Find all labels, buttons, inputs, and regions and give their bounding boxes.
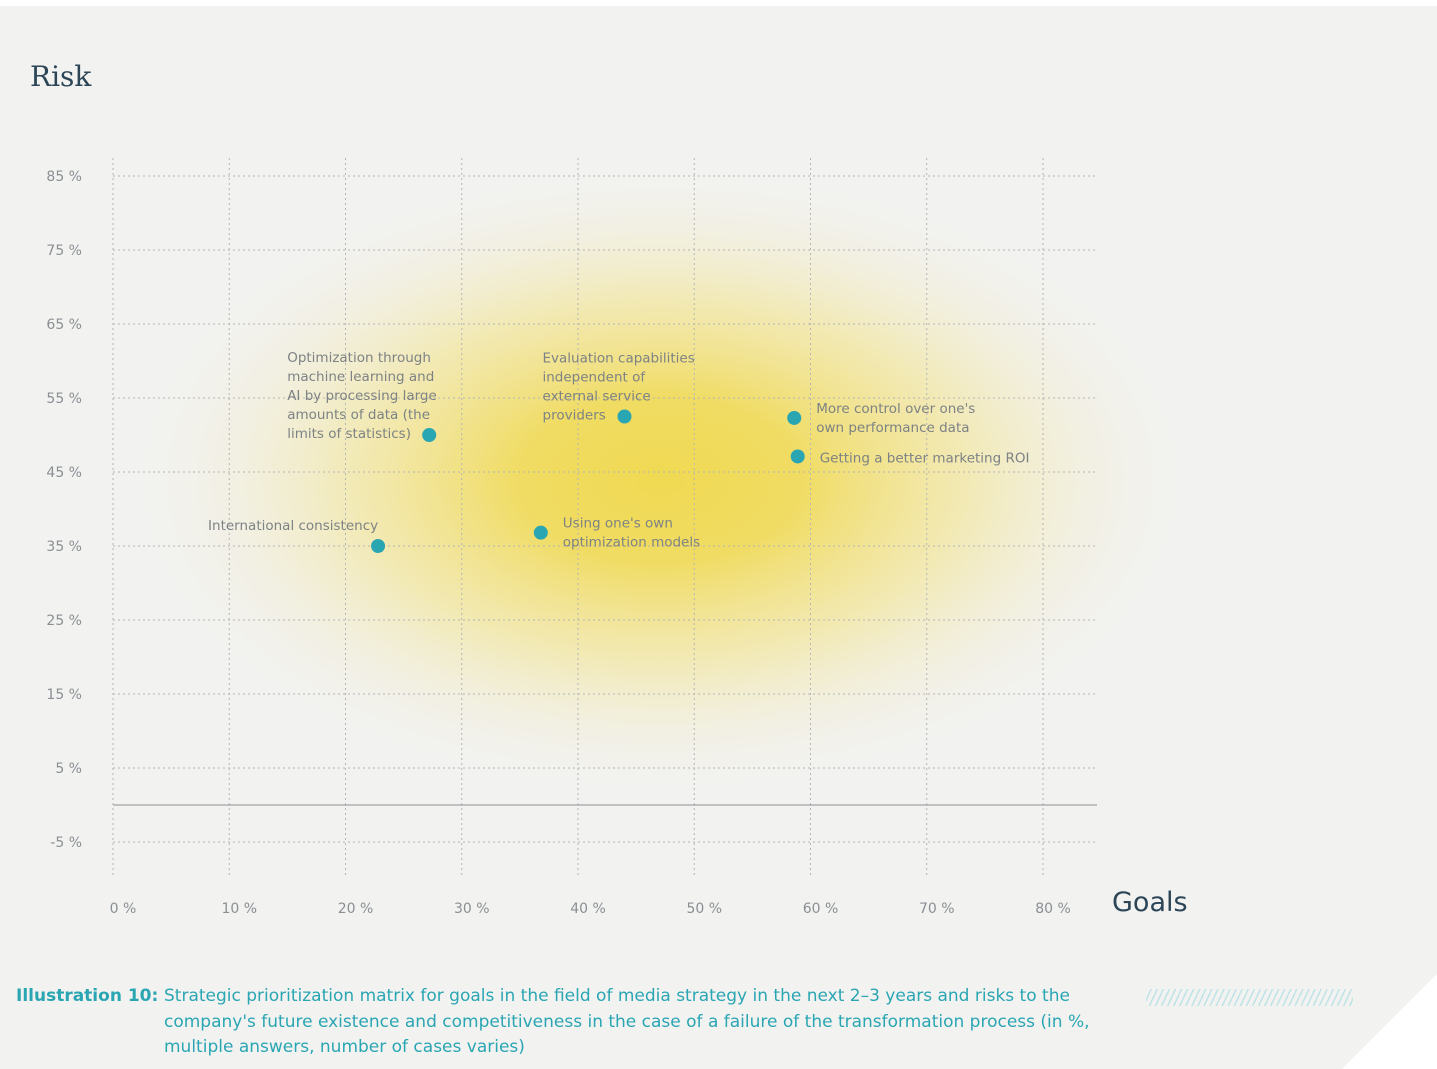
x-tick-label: 0 % — [110, 901, 137, 917]
y-axis-title: Risk — [30, 60, 92, 93]
y-tick-label: -5 % — [50, 835, 82, 851]
data-point — [371, 539, 386, 553]
data-point-label: Optimization through machine learning and… — [287, 350, 437, 442]
x-tick-label: 60 % — [803, 901, 839, 917]
x-tick-labels: 0 % 10 % 20 % 30 % 40 % 50 % 60 % 70 % 80 % — [110, 901, 1071, 917]
data-point-label: International consistency — [208, 518, 378, 534]
y-tick-label: 75 % — [46, 243, 82, 259]
data-point — [787, 410, 802, 425]
data-point-label-line: More control over one's — [816, 401, 975, 417]
data-point-label: Evaluation capabilities independent of ext… — [543, 351, 695, 424]
y-tick-label: 35 % — [46, 539, 82, 555]
decorative-hatch — [1146, 989, 1353, 1006]
data-point-label-line: providers — [543, 408, 606, 424]
y-tick-label: 45 % — [46, 465, 82, 481]
grid-lines — [112, 158, 1097, 875]
data-point-label-line: Using one's own — [563, 516, 673, 532]
x-tick-label: 30 % — [454, 901, 490, 917]
data-point — [790, 449, 805, 464]
x-tick-label: 80 % — [1035, 901, 1071, 917]
y-tick-label: 55 % — [46, 391, 82, 407]
data-points: Optimization through machine learning and… — [208, 350, 1029, 553]
data-point-label-line: machine learning and — [287, 369, 434, 385]
data-point-group: More control over one's own performance d… — [787, 401, 975, 436]
data-point-group: Getting a better marketing ROI — [790, 449, 1030, 466]
data-point-label-line: limits of statistics) — [287, 426, 411, 442]
data-point — [533, 525, 548, 540]
data-point-label-line: external service — [543, 389, 651, 405]
y-tick-label: 65 % — [46, 317, 82, 333]
data-point-group: International consistency — [208, 518, 386, 553]
y-tick-label: 15 % — [46, 687, 82, 703]
highlight-glow — [100, 150, 1220, 810]
data-point-group: Evaluation capabilities independent of ext… — [543, 351, 695, 424]
x-tick-label: 50 % — [686, 901, 722, 917]
y-tick-label: 25 % — [46, 613, 82, 629]
x-tick-label: 70 % — [919, 901, 955, 917]
data-point-label-line: optimization models — [563, 535, 700, 551]
x-tick-label: 40 % — [570, 901, 606, 917]
data-point-group: Optimization through machine learning and… — [287, 350, 437, 442]
data-point-label: Getting a better marketing ROI — [820, 450, 1030, 466]
data-point-label-line: own performance data — [816, 420, 969, 436]
data-point-label: Using one's own optimization models — [563, 516, 700, 551]
data-point — [422, 428, 437, 442]
data-point-label-line: amounts of data (the — [287, 407, 430, 423]
x-tick-label: 20 % — [338, 901, 374, 917]
x-axis-title: Goals — [1112, 887, 1188, 918]
data-point-label-line: Getting a better marketing ROI — [820, 450, 1030, 466]
data-point-group: Using one's own optimization models — [533, 516, 700, 551]
data-point — [617, 409, 632, 424]
y-tick-label: 5 % — [55, 761, 82, 777]
y-tick-label: 85 % — [46, 169, 82, 185]
caption-text: Strategic prioritization matrix for goal… — [164, 986, 1090, 1057]
data-point-label-line: Evaluation capabilities — [543, 351, 695, 367]
caption-lead: Illustration 10: — [16, 986, 159, 1006]
folded-corner — [1342, 974, 1437, 1069]
data-point-label: More control over one's own performance d… — [816, 401, 975, 436]
data-point-label-line: AI by processing large — [287, 388, 437, 404]
x-tick-label: 10 % — [221, 901, 257, 917]
data-point-label-line: International consistency — [208, 518, 378, 534]
y-tick-labels: -5 % 5 % 15 % 25 % 35 % 45 % 55 % 65 % 75 % 85 % — [46, 169, 82, 851]
data-point-label-line: Optimization through — [287, 350, 431, 366]
data-point-label-line: independent of — [543, 370, 647, 386]
